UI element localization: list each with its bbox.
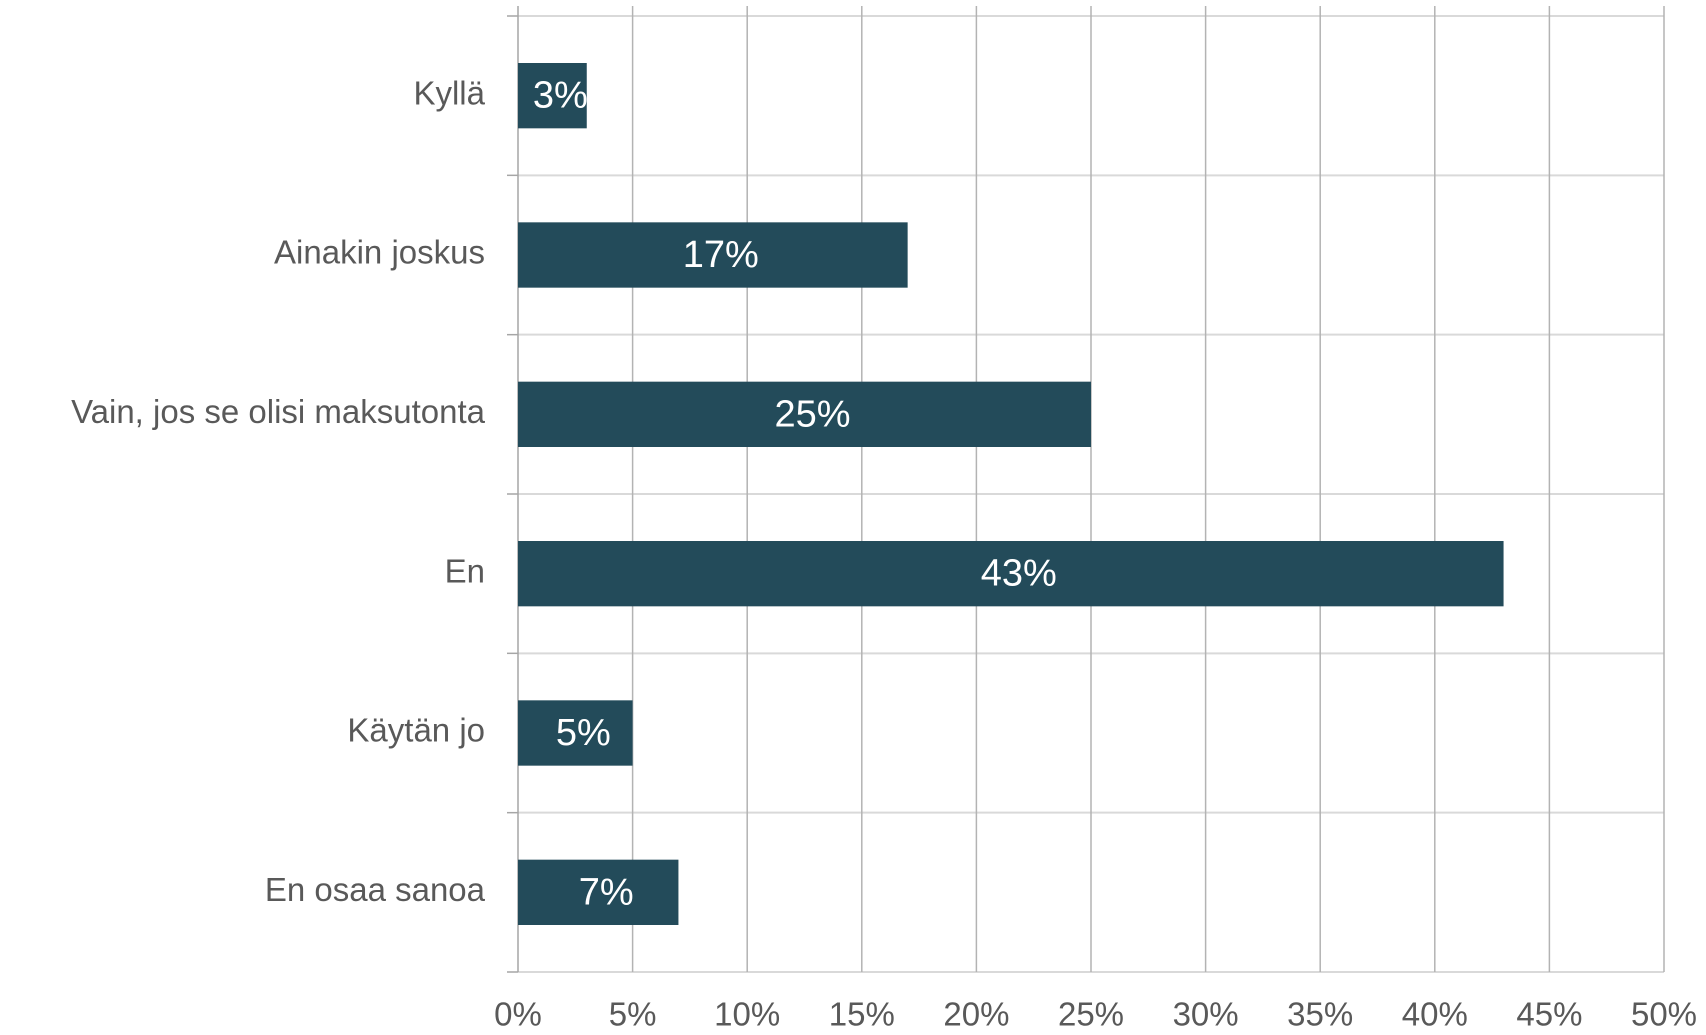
x-tick-label: 50%: [1631, 996, 1697, 1033]
bar: [518, 222, 908, 288]
category-label: En osaa sanoa: [265, 871, 486, 908]
data-label: 3%: [533, 75, 588, 117]
x-tick-label: 25%: [1058, 996, 1124, 1033]
data-label: 7%: [579, 871, 634, 913]
bar: [518, 541, 1504, 607]
bar: [518, 381, 1091, 447]
data-label: 25%: [774, 393, 850, 435]
x-tick-label: 35%: [1287, 996, 1353, 1033]
category-label: Ainakin joskus: [274, 234, 485, 271]
x-tick-label: 5%: [609, 996, 657, 1033]
x-tick-label: 45%: [1516, 996, 1582, 1033]
category-label: Käytän jo: [347, 712, 485, 749]
x-tick-label: 10%: [714, 996, 780, 1033]
data-label: 5%: [556, 712, 611, 754]
category-label: Vain, jos se olisi maksutonta: [71, 393, 486, 430]
x-tick-label: 0%: [494, 996, 542, 1033]
x-tick-label: 30%: [1173, 996, 1239, 1033]
data-label: 17%: [683, 234, 759, 276]
bar: [518, 859, 679, 925]
category-label: Kyllä: [413, 74, 485, 111]
x-tick-label: 20%: [943, 996, 1009, 1033]
x-tick-label: 15%: [829, 996, 895, 1033]
data-label: 43%: [981, 553, 1057, 595]
bar: [518, 700, 633, 766]
category-label: En: [445, 552, 485, 589]
x-tick-label: 40%: [1402, 996, 1468, 1033]
bar: [518, 63, 587, 129]
